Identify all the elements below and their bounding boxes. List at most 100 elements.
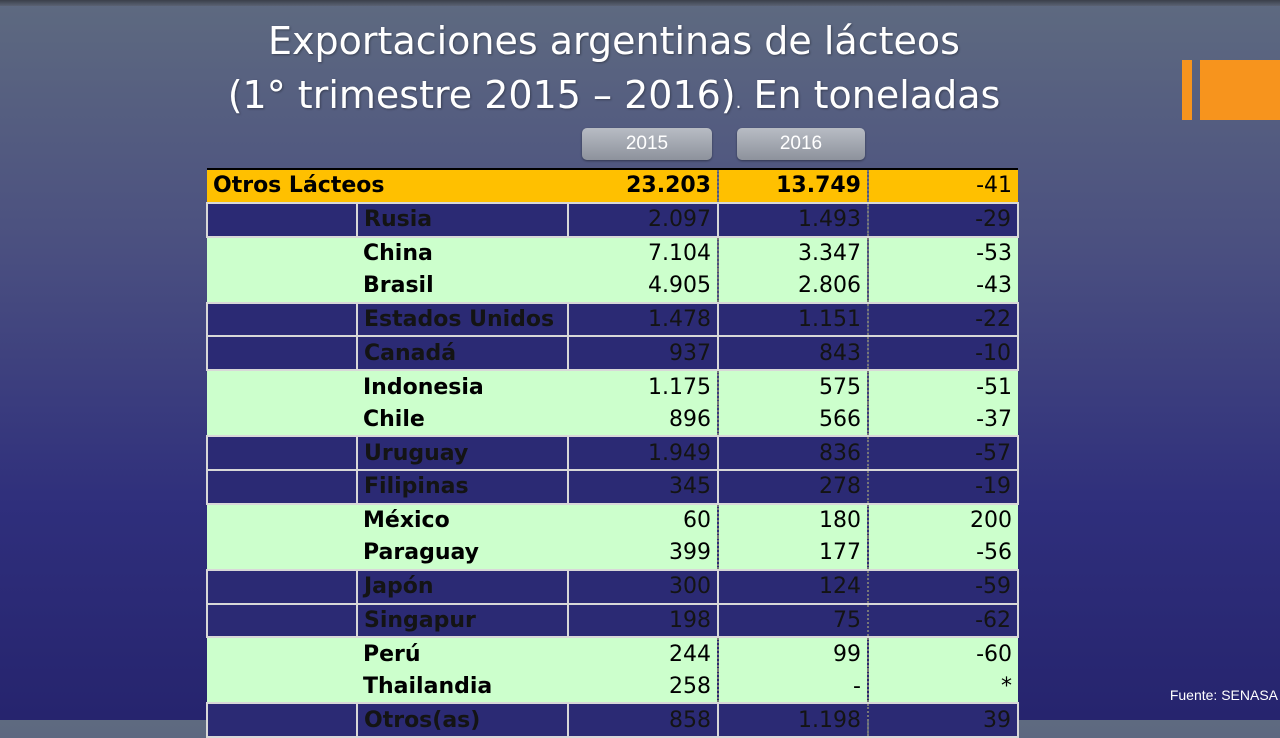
row-blank-cell bbox=[206, 469, 357, 505]
value-2015: 937 bbox=[568, 335, 719, 372]
table-row: Otros(as) 858 1.198 39 bbox=[206, 702, 1019, 738]
value-2016: 278 bbox=[717, 469, 868, 505]
table-row: Japón 300 124 -59 bbox=[206, 568, 1019, 605]
value-2016: 1.493 bbox=[717, 201, 868, 238]
row-blank-cell bbox=[206, 568, 357, 605]
title-period: (1° trimestre 2015 – 2016) bbox=[227, 73, 736, 117]
row-blank-cell bbox=[207, 236, 357, 270]
title-units: En toneladas bbox=[741, 73, 1001, 117]
value-2016: 2.806 bbox=[717, 269, 868, 303]
value-2015: 7.104 bbox=[568, 236, 718, 270]
country-name: Perú bbox=[357, 637, 568, 671]
country-name: China bbox=[357, 236, 568, 270]
row-blank-cell bbox=[206, 335, 357, 372]
country-name: Chile bbox=[357, 403, 568, 437]
value-2016: 124 bbox=[717, 568, 868, 605]
variation-percent: -10 bbox=[867, 335, 1019, 372]
exports-table: Otros Lácteos 23.203 13.749 -41 Rusia 2.0… bbox=[206, 168, 1019, 738]
variation-percent: -57 bbox=[867, 435, 1019, 472]
variation-percent: -60 bbox=[867, 637, 1018, 671]
table-row: Indonesia 1.175 575 -51 bbox=[207, 370, 1018, 404]
table-row: Rusia 2.097 1.493 -29 bbox=[206, 201, 1019, 238]
year-label-2016: 2016 bbox=[737, 128, 865, 160]
source-note: Fuente: SENASA bbox=[1169, 687, 1278, 703]
table-row: Thailandia 258- * bbox=[207, 670, 1018, 704]
value-2016: - bbox=[717, 670, 868, 704]
value-2016: 575 bbox=[717, 370, 868, 404]
table-row: Canadá 937 843 -10 bbox=[206, 335, 1019, 372]
slide-title: Exportaciones argentinas de lácteos (1° … bbox=[0, 14, 1228, 130]
title-line-2: (1° trimestre 2015 – 2016). En toneladas bbox=[0, 68, 1228, 130]
country-name: Estados Unidos bbox=[356, 301, 569, 338]
table-row: México 60 180 200 bbox=[207, 503, 1018, 537]
orange-deco-bar-thin bbox=[1182, 60, 1192, 120]
row-blank-cell bbox=[207, 536, 357, 570]
title-dot: . bbox=[735, 92, 742, 113]
variation-percent: -19 bbox=[867, 469, 1019, 505]
row-blank-cell bbox=[206, 702, 357, 738]
table-row: Chile 896 566 -37 bbox=[207, 403, 1018, 437]
country-name: Japón bbox=[356, 568, 569, 605]
value-2015: 858 bbox=[568, 702, 719, 738]
row-blank-cell bbox=[207, 403, 357, 437]
variation-percent: -29 bbox=[867, 201, 1019, 238]
row-blank-cell bbox=[207, 637, 357, 671]
value-2016: 3.347 bbox=[717, 236, 868, 270]
row-blank-cell bbox=[207, 370, 357, 404]
value-2016: 836 bbox=[717, 435, 868, 472]
country-name: México bbox=[357, 503, 568, 537]
value-2015: 1.478 bbox=[568, 301, 719, 338]
value-2016: 1.198 bbox=[717, 702, 868, 738]
country-name: Indonesia bbox=[357, 370, 568, 404]
value-2015: 2.097 bbox=[568, 201, 719, 238]
value-2015: 244 bbox=[568, 637, 718, 671]
header-value-2016: 13.749 bbox=[717, 168, 868, 203]
row-blank-cell bbox=[207, 269, 357, 303]
value-2016: 566 bbox=[717, 403, 868, 437]
variation-percent: -62 bbox=[867, 602, 1019, 639]
row-blank-cell bbox=[206, 201, 357, 238]
table-row: Perú 244 99 -60 bbox=[207, 637, 1018, 671]
value-2016: 177 bbox=[717, 536, 868, 570]
header-label: Otros Lácteos bbox=[207, 168, 568, 203]
table-row: Brasil 4.905 2.806 -43 bbox=[207, 269, 1018, 303]
country-name: Uruguay bbox=[356, 435, 569, 472]
row-blank-cell bbox=[206, 301, 357, 338]
variation-percent: -37 bbox=[867, 403, 1018, 437]
row-blank-cell bbox=[207, 503, 357, 537]
country-name: Filipinas bbox=[356, 469, 569, 505]
country-name: Thailandia bbox=[357, 670, 568, 704]
header-value-2015: 23.203 bbox=[568, 168, 718, 203]
table-row: Paraguay 399 177 -56 bbox=[207, 536, 1018, 570]
table-row: Uruguay 1.949 836 -57 bbox=[206, 435, 1019, 472]
orange-deco-block bbox=[1200, 60, 1280, 120]
value-2015: 198 bbox=[568, 602, 719, 639]
table-row: China 7.104 3.347 -53 bbox=[207, 236, 1018, 270]
country-name: Paraguay bbox=[357, 536, 568, 570]
header-variation: -41 bbox=[867, 168, 1018, 203]
value-2015: 4.905 bbox=[568, 269, 718, 303]
value-2015: 60 bbox=[568, 503, 718, 537]
row-blank-cell bbox=[206, 435, 357, 472]
country-name: Singapur bbox=[356, 602, 569, 639]
country-name: Otros(as) bbox=[356, 702, 569, 738]
variation-percent: -53 bbox=[867, 236, 1018, 270]
value-2015: 896 bbox=[568, 403, 718, 437]
variation-percent: -56 bbox=[867, 536, 1018, 570]
value-2016: 99 bbox=[717, 637, 868, 671]
title-line-1: Exportaciones argentinas de lácteos bbox=[268, 19, 960, 63]
value-2015: 1.175 bbox=[568, 370, 718, 404]
variation-percent: * bbox=[867, 670, 1018, 704]
variation-percent: -22 bbox=[867, 301, 1019, 338]
variation-percent: 200 bbox=[867, 503, 1018, 537]
table-row: Singapur 198 75 -62 bbox=[206, 602, 1019, 639]
variation-percent: -59 bbox=[867, 568, 1019, 605]
value-2016: 75 bbox=[717, 602, 868, 639]
value-2016: 1.151 bbox=[717, 301, 868, 338]
value-2016: 843 bbox=[717, 335, 868, 372]
country-name: Brasil bbox=[357, 269, 568, 303]
country-name: Rusia bbox=[356, 201, 569, 238]
table-row: Estados Unidos 1.478 1.151 -22 bbox=[206, 301, 1019, 338]
value-2015: 345 bbox=[568, 469, 719, 505]
variation-percent: 39 bbox=[867, 702, 1019, 738]
